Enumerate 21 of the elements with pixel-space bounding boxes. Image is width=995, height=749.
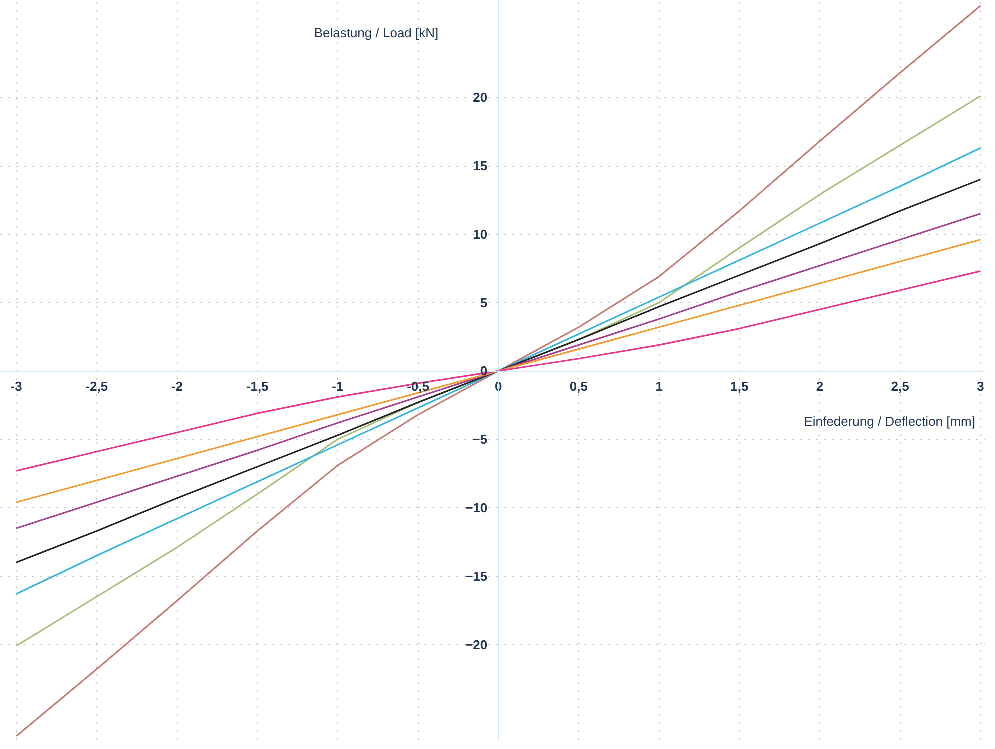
y-tick-label: 15 (473, 158, 488, 174)
x-tick-label: 2,5 (891, 379, 910, 394)
x-tick-label: 2 (816, 379, 824, 394)
x-tick-label: 0,5 (570, 379, 588, 394)
y-tick-label: 5 (480, 295, 488, 310)
y-tick-label: 20 (473, 90, 488, 106)
y-tick-label: −5 (472, 432, 488, 448)
x-tick-label: -1,5 (246, 379, 269, 394)
y-tick-label: 10 (473, 226, 488, 242)
x-tick-label: 1 (656, 379, 663, 394)
x-tick-label: -2,5 (86, 379, 108, 394)
y-axis-title: Belastung / Load [kN] (314, 26, 439, 40)
x-tick-label: -3 (10, 379, 22, 394)
y-tick-label: −10 (466, 500, 488, 516)
x-tick-label: -2 (171, 379, 184, 394)
x-tick-label: -1 (332, 379, 344, 394)
x-tick-label: 1,5 (730, 379, 749, 394)
x-axis-title: Einfederung / Deflection [mm] (804, 414, 976, 430)
y-tick-label: −20 (466, 637, 488, 652)
y-tick-label: −15 (466, 568, 488, 584)
x-tick-label: 3 (977, 379, 984, 394)
